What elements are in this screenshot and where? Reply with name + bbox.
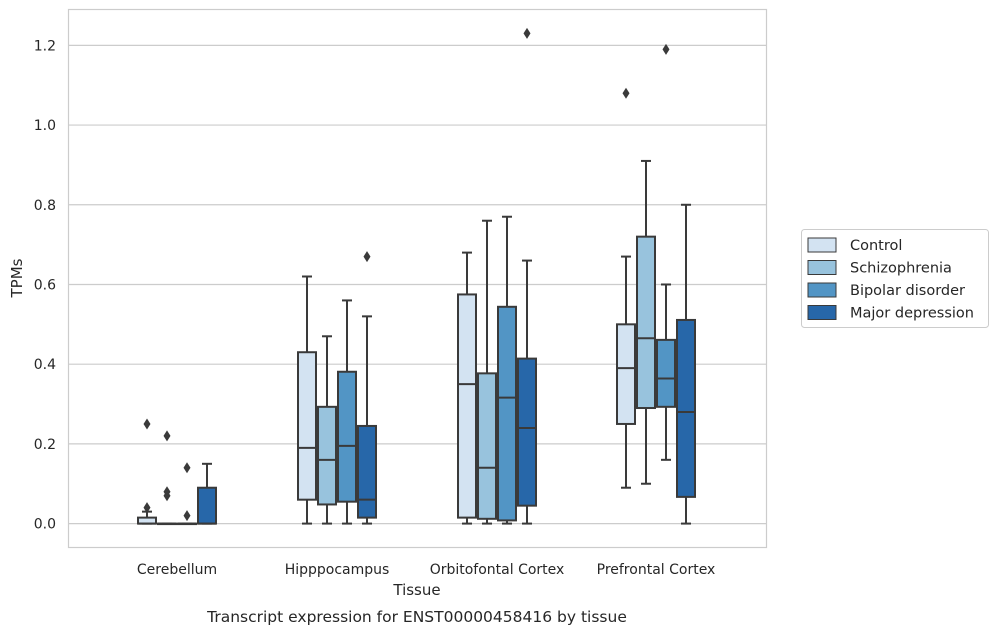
- chart-caption: Transcript expression for ENST0000045841…: [206, 608, 627, 626]
- outlier-point: [183, 462, 191, 474]
- y-tick-label: 0.6: [34, 277, 56, 293]
- outlier-point: [523, 27, 531, 39]
- legend-label: Bipolar disorder: [850, 283, 965, 299]
- box-control: [616, 87, 636, 489]
- box-major-depression: [197, 462, 217, 525]
- x-axis-label: Tissue: [392, 581, 440, 599]
- box-body: [676, 318, 696, 498]
- y-tick-labels: 0.0 0.2 0.4 0.6 0.8 1.0 1.2: [34, 38, 56, 532]
- box-control: [297, 275, 317, 525]
- y-tick-label: 0.0: [34, 517, 56, 533]
- legend-label: Schizophrenia: [850, 261, 952, 277]
- box-body: [317, 405, 337, 506]
- outlier-point: [363, 251, 371, 263]
- outlier-point: [183, 510, 191, 522]
- box-bipolar-disorder: [656, 43, 676, 461]
- box-schizophrenia: [477, 219, 497, 525]
- box-body: [357, 424, 377, 519]
- box-major-depression: [676, 203, 696, 525]
- x-tick-label: Cerebellum: [137, 562, 217, 578]
- legend-frame: [801, 229, 989, 328]
- boxes: [137, 27, 696, 526]
- box-control: [457, 251, 477, 525]
- box-body: [477, 372, 497, 520]
- legend-swatch: [807, 237, 837, 253]
- y-tick-label: 1.2: [34, 38, 56, 54]
- legend-swatch: [807, 305, 837, 320]
- box-major-depression: [517, 27, 537, 525]
- outlier-point: [163, 486, 171, 498]
- x-tick-label: Hipppocampus: [285, 562, 390, 578]
- box-body: [616, 323, 636, 425]
- x-tick-label: Prefrontal Cortex: [597, 562, 716, 578]
- y-axis-label: TPMs: [8, 258, 26, 298]
- outlier-point: [143, 418, 151, 430]
- box-schizophrenia: [317, 335, 337, 525]
- box-bipolar-disorder: [337, 299, 357, 525]
- grid-lines: [68, 44, 767, 525]
- y-tick-label: 0.4: [34, 357, 56, 373]
- box-schizophrenia: [636, 159, 656, 485]
- outlier-point: [662, 43, 670, 55]
- box-control: [137, 418, 157, 525]
- y-tick-label: 1.0: [34, 118, 56, 134]
- legend: Control Schizophrenia Bipolar disorder Majo…: [801, 229, 989, 328]
- y-tick-label: 0.8: [34, 198, 56, 214]
- legend-swatch: [807, 282, 837, 298]
- box-body: [497, 305, 517, 522]
- box-body: [636, 235, 656, 410]
- box-schizophrenia: [157, 430, 177, 526]
- x-tick-label: Orbitofontal Cortex: [430, 562, 565, 578]
- outlier-point: [143, 502, 151, 514]
- box-major-depression: [357, 251, 377, 525]
- legend-label: Major depression: [850, 306, 974, 322]
- outlier-point: [622, 87, 630, 99]
- y-tick-label: 0.2: [34, 437, 56, 453]
- legend-swatch: [807, 260, 837, 275]
- box-body: [297, 351, 317, 501]
- box-bipolar-disorder: [497, 215, 517, 525]
- outlier-point: [163, 430, 171, 442]
- legend-label: Control: [850, 238, 902, 254]
- box-body: [656, 338, 676, 408]
- x-tick-labels: Cerebellum Hipppocampus Orbitofontal Corte…: [137, 562, 715, 578]
- box-body: [517, 357, 537, 507]
- box-body: [457, 293, 477, 519]
- plot-area-frame: [67, 8, 768, 549]
- box-body: [197, 486, 217, 525]
- box-bipolar-disorder: [177, 462, 197, 526]
- box-body: [337, 370, 357, 503]
